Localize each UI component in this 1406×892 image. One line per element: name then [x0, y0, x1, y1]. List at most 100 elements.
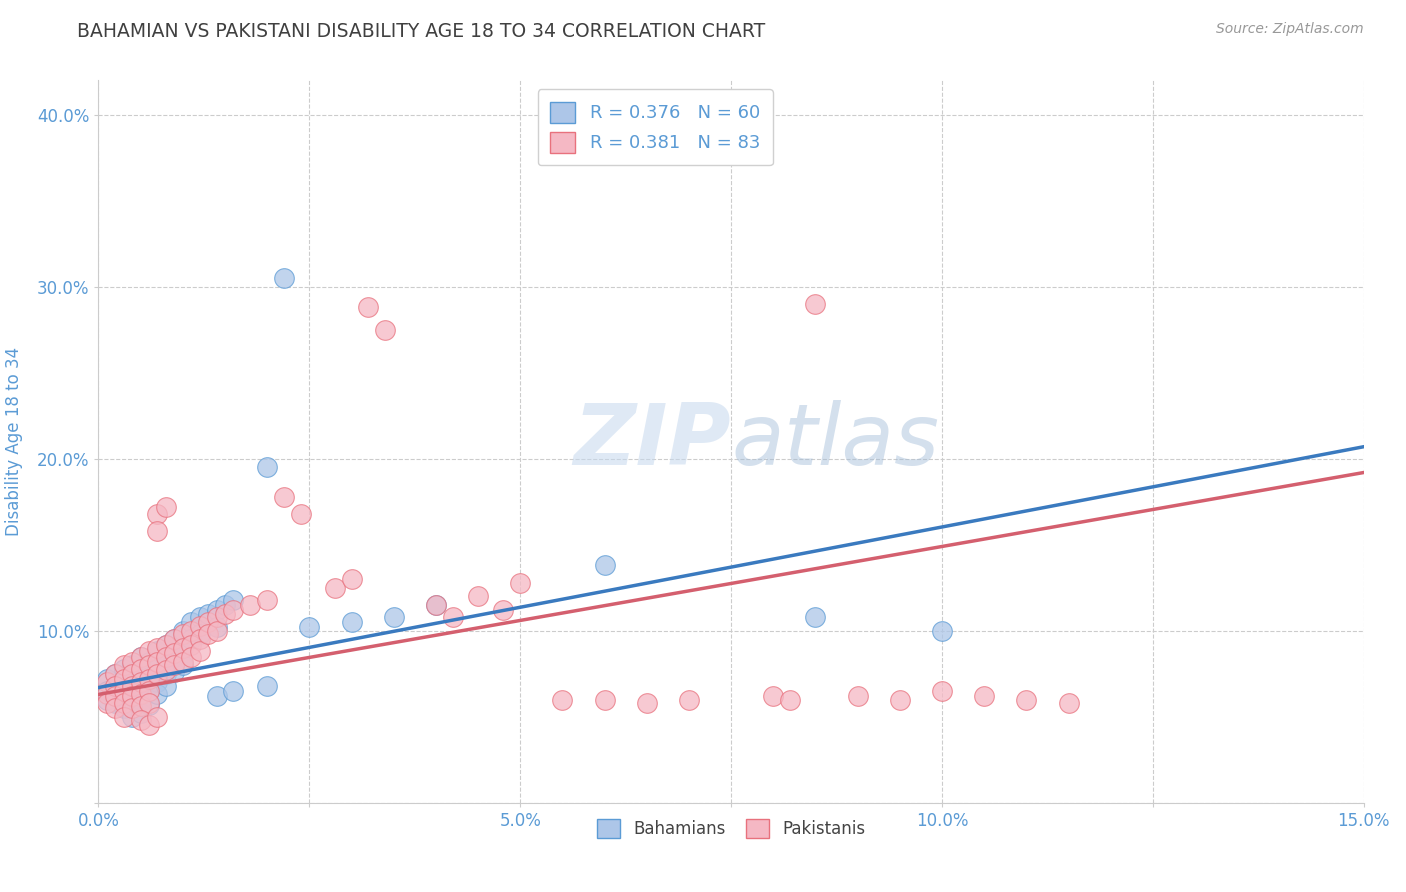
Point	[357, 301, 380, 315]
Point	[138, 684, 160, 698]
Point	[96, 696, 118, 710]
Point	[188, 632, 211, 647]
Point	[509, 575, 531, 590]
Point	[138, 655, 160, 669]
Point	[222, 592, 245, 607]
Text: BAHAMIAN VS PAKISTANI DISABILITY AGE 18 TO 34 CORRELATION CHART: BAHAMIAN VS PAKISTANI DISABILITY AGE 18 …	[77, 22, 766, 41]
Point	[96, 675, 118, 690]
Point	[138, 672, 160, 686]
Point	[146, 710, 169, 724]
Point	[129, 675, 152, 690]
Point	[155, 649, 177, 664]
Point	[188, 627, 211, 641]
Point	[121, 679, 143, 693]
Point	[155, 679, 177, 693]
Point	[273, 271, 295, 285]
Point	[96, 672, 118, 686]
Point	[129, 649, 152, 664]
Text: atlas: atlas	[731, 400, 939, 483]
Point	[129, 692, 152, 706]
Point	[163, 649, 186, 664]
Point	[146, 675, 169, 690]
Point	[96, 684, 118, 698]
Point	[121, 689, 143, 703]
Point	[551, 692, 574, 706]
Point	[298, 620, 321, 634]
Point	[121, 701, 143, 715]
Point	[172, 640, 194, 655]
Point	[779, 692, 801, 706]
Point	[804, 297, 827, 311]
Point	[172, 627, 194, 641]
Point	[104, 666, 127, 681]
Point	[172, 658, 194, 673]
Point	[197, 607, 219, 621]
Point	[112, 696, 135, 710]
Point	[323, 581, 346, 595]
Point	[197, 627, 219, 641]
Point	[239, 598, 262, 612]
Point	[214, 598, 236, 612]
Point	[180, 624, 202, 638]
Point	[425, 598, 447, 612]
Text: ZIP: ZIP	[574, 400, 731, 483]
Point	[188, 618, 211, 632]
Point	[129, 706, 152, 721]
Point	[931, 624, 953, 638]
Point	[205, 610, 228, 624]
Point	[163, 632, 186, 647]
Point	[129, 713, 152, 727]
Point	[804, 610, 827, 624]
Point	[180, 615, 202, 630]
Point	[121, 658, 143, 673]
Point	[138, 670, 160, 684]
Point	[593, 692, 616, 706]
Point	[180, 649, 202, 664]
Point	[188, 610, 211, 624]
Point	[112, 658, 135, 673]
Point	[112, 662, 135, 676]
Point	[112, 701, 135, 715]
Point	[96, 687, 118, 701]
Point	[1057, 696, 1080, 710]
Point	[146, 662, 169, 676]
Point	[112, 710, 135, 724]
Point	[197, 615, 219, 630]
Point	[146, 644, 169, 658]
Point	[155, 638, 177, 652]
Point	[129, 681, 152, 695]
Point	[104, 679, 127, 693]
Point	[104, 689, 127, 703]
Point	[163, 646, 186, 660]
Legend: Bahamians, Pakistanis: Bahamians, Pakistanis	[591, 813, 872, 845]
Point	[104, 696, 127, 710]
Point	[172, 624, 194, 638]
Point	[129, 687, 152, 701]
Point	[146, 640, 169, 655]
Point	[889, 692, 911, 706]
Point	[155, 653, 177, 667]
Point	[138, 684, 160, 698]
Point	[678, 692, 700, 706]
Point	[155, 638, 177, 652]
Point	[467, 590, 489, 604]
Point	[155, 664, 177, 678]
Point	[256, 460, 278, 475]
Point	[636, 696, 658, 710]
Point	[112, 687, 135, 701]
Point	[104, 689, 127, 703]
Point	[104, 679, 127, 693]
Point	[256, 679, 278, 693]
Point	[222, 684, 245, 698]
Point	[256, 592, 278, 607]
Point	[222, 603, 245, 617]
Point	[146, 655, 169, 669]
Point	[340, 572, 363, 586]
Point	[129, 649, 152, 664]
Point	[762, 689, 785, 703]
Point	[146, 687, 169, 701]
Point	[180, 638, 202, 652]
Point	[121, 666, 143, 681]
Point	[163, 658, 186, 673]
Point	[290, 507, 312, 521]
